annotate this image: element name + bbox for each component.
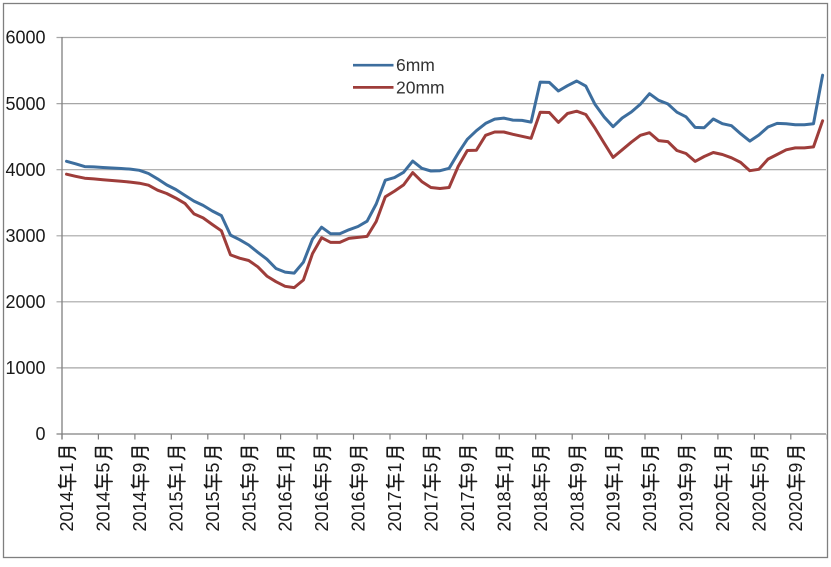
svg-text:2014: 2014 [94, 491, 114, 531]
svg-text:0: 0 [35, 424, 45, 444]
svg-text:1: 1 [604, 463, 624, 473]
svg-text:2018: 2018 [567, 491, 587, 531]
svg-text:5: 5 [94, 463, 114, 473]
svg-text:6000: 6000 [5, 28, 45, 48]
svg-text:1: 1 [385, 463, 405, 473]
svg-text:2016: 2016 [276, 491, 296, 531]
svg-text:2020: 2020 [750, 491, 770, 531]
svg-text:1: 1 [57, 463, 77, 473]
svg-text:2016: 2016 [349, 491, 369, 531]
svg-text:1: 1 [494, 463, 514, 473]
svg-text:9: 9 [677, 463, 697, 473]
svg-text:9: 9 [458, 463, 478, 473]
svg-text:2018: 2018 [494, 491, 514, 531]
svg-text:2019: 2019 [677, 491, 697, 531]
svg-text:2015: 2015 [166, 491, 186, 531]
svg-text:2019: 2019 [604, 491, 624, 531]
svg-text:5: 5 [422, 463, 442, 473]
svg-text:6mm: 6mm [396, 55, 435, 75]
svg-text:5: 5 [203, 463, 223, 473]
svg-text:1: 1 [276, 463, 296, 473]
svg-text:9: 9 [349, 463, 369, 473]
svg-text:1000: 1000 [5, 358, 45, 378]
svg-text:5000: 5000 [5, 94, 45, 114]
svg-text:2020: 2020 [713, 491, 733, 531]
svg-text:1: 1 [713, 463, 733, 473]
svg-text:5: 5 [640, 463, 660, 473]
svg-text:3000: 3000 [5, 226, 45, 246]
svg-text:2014: 2014 [130, 491, 150, 531]
svg-text:2014: 2014 [57, 491, 77, 531]
svg-text:2000: 2000 [5, 292, 45, 312]
svg-text:5: 5 [312, 463, 332, 473]
svg-text:1: 1 [166, 463, 186, 473]
svg-text:5: 5 [531, 463, 551, 473]
svg-text:4000: 4000 [5, 160, 45, 180]
svg-text:20mm: 20mm [396, 77, 445, 97]
svg-text:9: 9 [786, 463, 806, 473]
svg-text:2017: 2017 [385, 491, 405, 531]
svg-text:2015: 2015 [239, 491, 259, 531]
svg-text:2018: 2018 [531, 491, 551, 531]
svg-text:5: 5 [750, 463, 770, 473]
svg-text:2019: 2019 [640, 491, 660, 531]
svg-text:2020: 2020 [786, 491, 806, 531]
svg-text:2017: 2017 [422, 491, 442, 531]
svg-text:9: 9 [239, 463, 259, 473]
svg-text:2016: 2016 [312, 491, 332, 531]
svg-text:2017: 2017 [458, 491, 478, 531]
svg-text:2015: 2015 [203, 491, 223, 531]
svg-text:9: 9 [567, 463, 587, 473]
svg-text:9: 9 [130, 463, 150, 473]
